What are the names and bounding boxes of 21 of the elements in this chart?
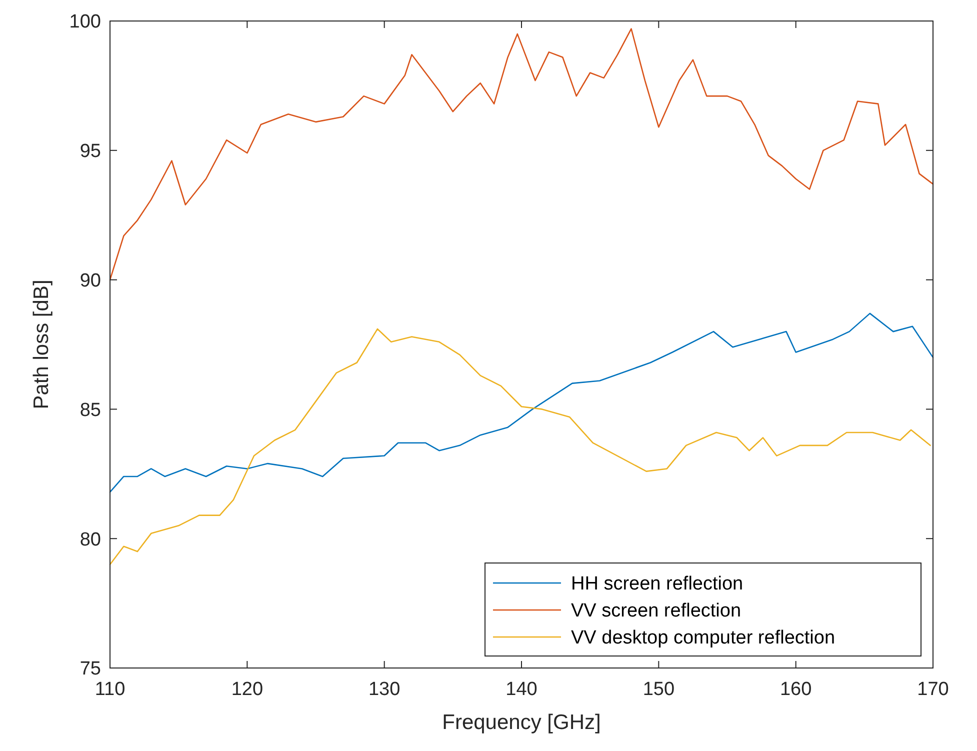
- legend-label: HH screen reflection: [571, 574, 744, 595]
- y-tick-label: 90: [80, 270, 101, 292]
- x-axis-title: Frequency [GHz]: [442, 711, 601, 734]
- y-axis-title: Path loss [dB]: [30, 280, 53, 410]
- line-series: [109, 28, 934, 280]
- line-series: [109, 312, 934, 493]
- y-tick-label: 80: [80, 529, 101, 550]
- x-tick-label: 120: [231, 679, 264, 700]
- x-tick-label: 140: [506, 679, 538, 700]
- y-tick-label: 75: [80, 658, 101, 680]
- y-tick-label: 100: [69, 12, 101, 33]
- y-tick-label: 85: [80, 400, 101, 421]
- x-tick-label: 150: [642, 679, 675, 700]
- legend-label: VV desktop computer reflection: [571, 628, 836, 649]
- x-tick-label: 170: [917, 679, 949, 700]
- legend-label: VV screen reflection: [571, 600, 742, 622]
- x-tick-label: 110: [94, 679, 126, 700]
- x-tick-label: 160: [780, 679, 812, 700]
- x-tick-label: 130: [368, 679, 400, 700]
- y-tick-label: 95: [80, 141, 101, 162]
- line-series: [109, 328, 931, 566]
